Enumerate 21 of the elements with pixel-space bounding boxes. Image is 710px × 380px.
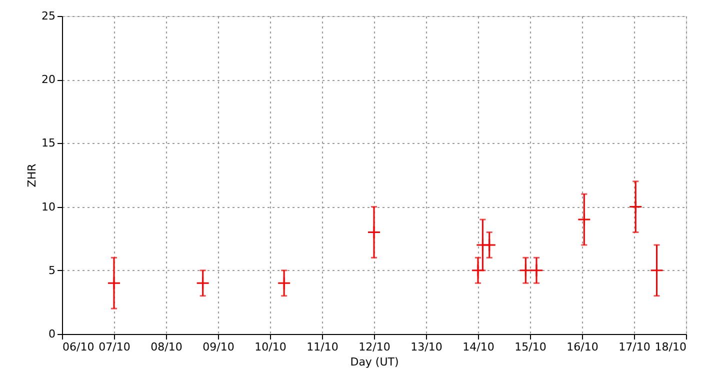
x-tick-label: 08/10 bbox=[150, 340, 182, 354]
y-tick-label: 0 bbox=[48, 328, 56, 340]
x-tick-label: 12/10 bbox=[358, 340, 390, 354]
y-tick-label: 15 bbox=[42, 136, 56, 150]
y-tick-label: 25 bbox=[42, 10, 56, 22]
x-axis-title: Day (UT) bbox=[350, 356, 399, 368]
x-tick-label: 14/10 bbox=[462, 340, 494, 354]
x-tick-label: 17/10 bbox=[618, 340, 650, 354]
x-tick-label: 11/10 bbox=[306, 340, 338, 354]
y-tick-label: 20 bbox=[42, 73, 56, 86]
x-tick-label: 06/10 bbox=[62, 340, 94, 354]
y-tick-label: 10 bbox=[42, 200, 56, 214]
x-tick-label: 10/10 bbox=[254, 340, 286, 354]
x-tick-label: 09/10 bbox=[202, 340, 234, 354]
x-tick-label: 15/10 bbox=[514, 340, 546, 354]
x-tick-label: 18/10 bbox=[654, 340, 686, 354]
y-axis-title: ZHR bbox=[26, 163, 39, 188]
x-tick-label: 13/10 bbox=[410, 340, 442, 354]
x-tick-label: 16/10 bbox=[566, 340, 598, 354]
x-tick-label: 07/10 bbox=[98, 340, 130, 354]
y-tick-label: 5 bbox=[48, 264, 56, 277]
